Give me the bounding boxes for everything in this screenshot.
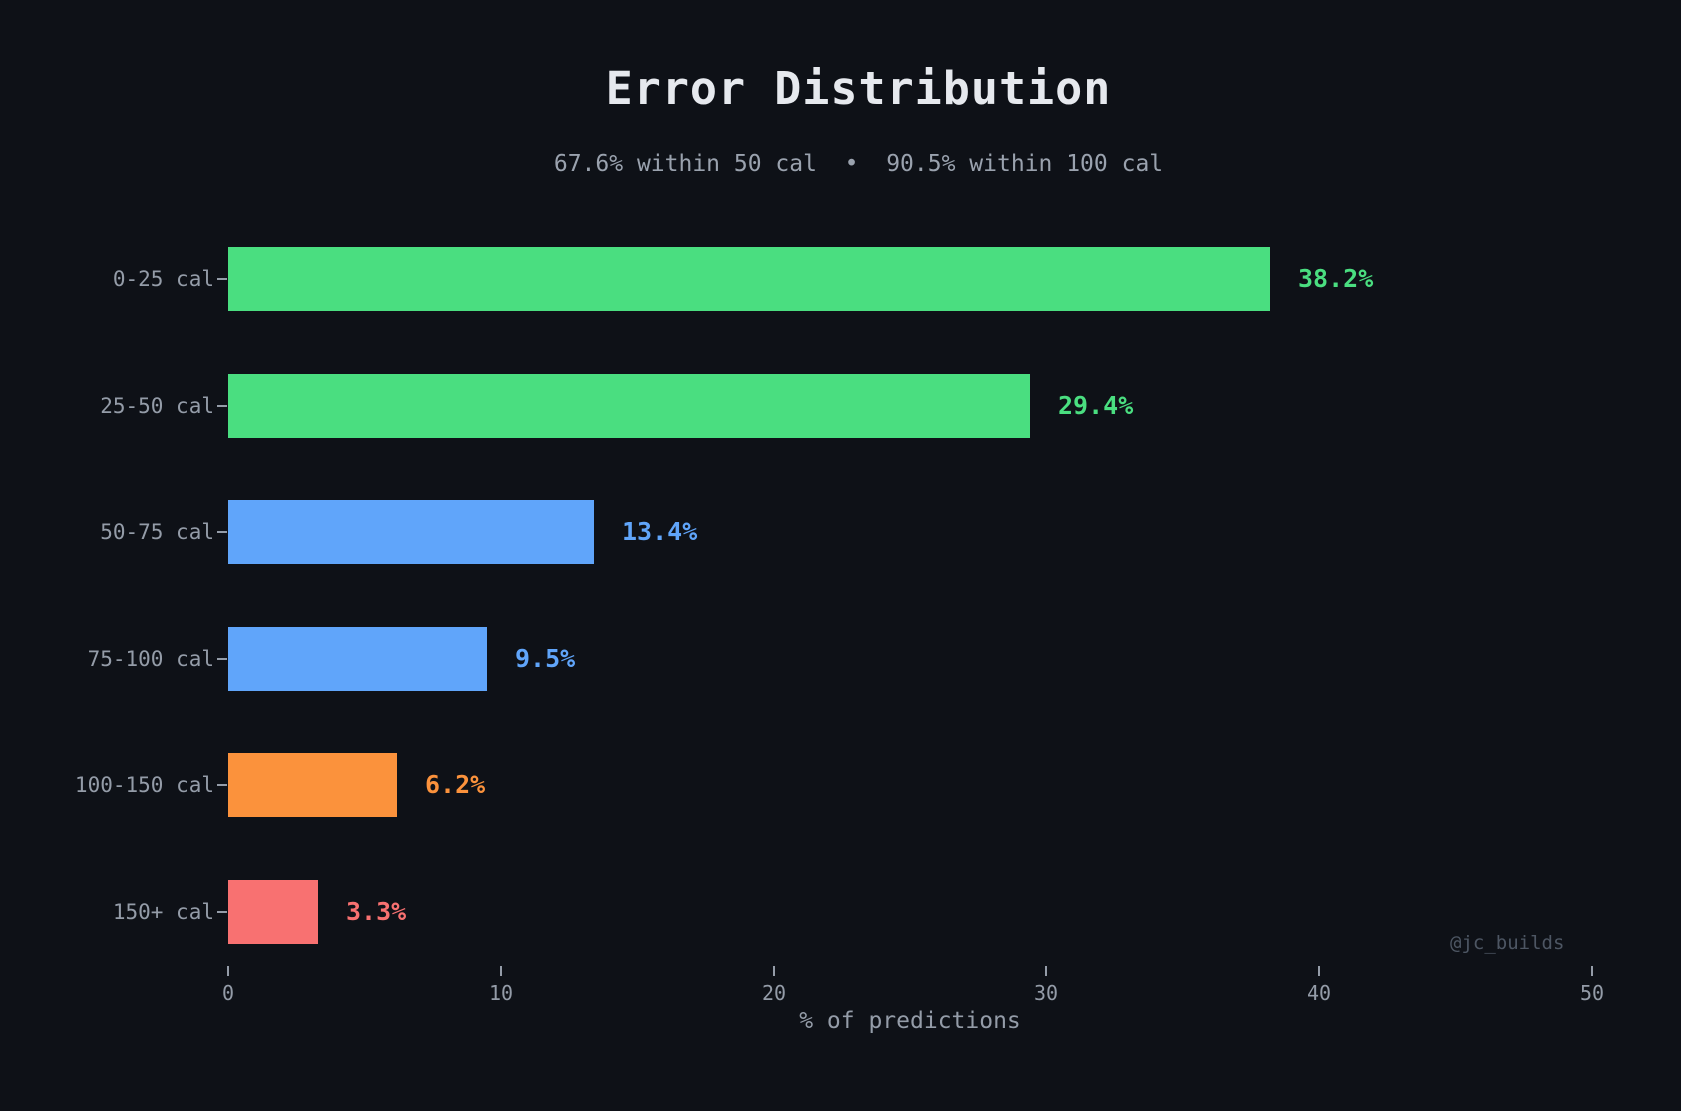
x-tick-mark	[1591, 966, 1593, 976]
bar	[228, 247, 1270, 311]
category-label: 150+ cal	[112, 899, 214, 924]
bar-row: 25-50 cal 29.4%	[0, 373, 1681, 438]
x-axis-label: % of predictions	[799, 1008, 1021, 1034]
bar	[228, 626, 487, 691]
bar-row: 150+ cal 3.3%	[0, 879, 1681, 944]
bar	[228, 373, 1030, 438]
category-label: 100-150 cal	[74, 773, 214, 797]
bar	[228, 500, 594, 564]
bar	[228, 753, 397, 817]
bar-row: 75-100 cal 9.5%	[0, 626, 1681, 691]
category-label: 50-75 cal	[100, 520, 214, 544]
value-label: 9.5%	[515, 643, 576, 673]
x-tick-label: 50	[1579, 981, 1605, 1005]
category-label: 0-25 cal	[112, 267, 214, 291]
value-label: 6.2%	[425, 770, 486, 799]
y-tick-mark	[217, 657, 227, 660]
bar-row: 50-75 cal 13.4%	[0, 500, 1681, 564]
x-tick-label: 30	[1033, 981, 1059, 1005]
x-tick-mark	[1318, 966, 1320, 976]
category-label: 75-100 cal	[87, 646, 214, 671]
x-tick-label: 20	[761, 981, 787, 1005]
x-tick-mark	[500, 966, 502, 976]
bar-row: 100-150 cal 6.2%	[0, 753, 1681, 817]
chart-title: Error Distribution	[605, 62, 1112, 115]
bar-row: 0-25 cal 38.2%	[0, 247, 1681, 311]
x-tick-label: 10	[488, 981, 514, 1005]
category-label: 25-50 cal	[100, 393, 214, 418]
y-tick-mark	[217, 531, 227, 533]
y-tick-mark	[217, 784, 227, 786]
x-tick-label: 0	[221, 981, 235, 1005]
x-tick-mark	[227, 966, 229, 976]
y-tick-mark	[217, 404, 227, 407]
y-tick-mark	[217, 910, 227, 913]
chart-subtitle: 67.6% within 50 cal • 90.5% within 100 c…	[553, 151, 1164, 177]
bar	[228, 879, 318, 944]
value-label: 38.2%	[1298, 264, 1374, 293]
y-tick-mark	[217, 278, 227, 280]
value-label: 3.3%	[346, 896, 407, 926]
x-tick-mark	[773, 966, 775, 976]
watermark: @jc_builds	[1450, 932, 1565, 954]
x-tick-label: 40	[1306, 981, 1332, 1005]
x-tick-mark	[1045, 966, 1047, 976]
value-label: 13.4%	[622, 517, 698, 546]
value-label: 29.4%	[1058, 390, 1134, 420]
